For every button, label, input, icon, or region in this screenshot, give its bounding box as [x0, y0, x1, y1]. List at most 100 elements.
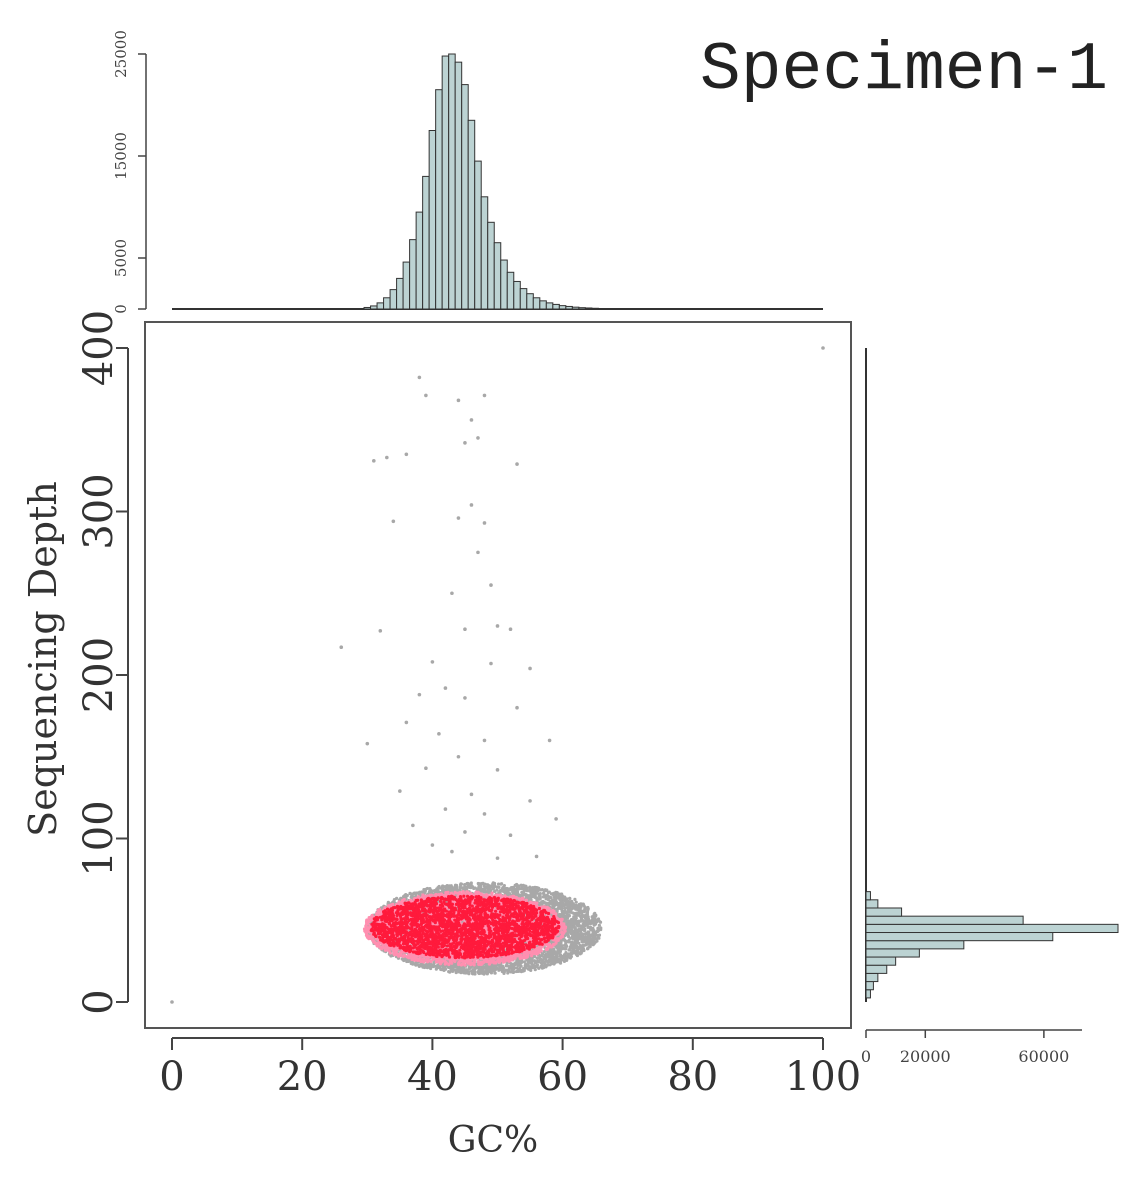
scatter-point — [547, 890, 551, 894]
scatter-point — [482, 972, 486, 976]
scatter-point — [528, 799, 532, 803]
scatter-point — [469, 883, 473, 887]
scatter-point — [568, 907, 572, 911]
scatter-point — [538, 891, 542, 896]
scatter-point — [548, 963, 552, 967]
scatter-point — [436, 886, 440, 890]
top-hist-bar — [474, 160, 482, 310]
scatter-point — [408, 892, 412, 896]
scatter-point — [437, 732, 441, 736]
scatter-point — [495, 768, 500, 772]
scatter-point — [573, 950, 577, 954]
scatter-point — [473, 970, 477, 974]
scatter-point — [597, 933, 602, 937]
scatter-point — [463, 830, 467, 834]
scatter-point — [522, 966, 526, 971]
scatter-point — [462, 886, 467, 890]
top-hist-bar — [363, 306, 372, 310]
scatter-point — [559, 900, 563, 904]
scatter-point — [530, 960, 534, 964]
scatter-point — [542, 900, 547, 905]
scatter-point — [498, 965, 502, 970]
scatter-point — [556, 903, 560, 907]
scatter-point — [489, 971, 494, 975]
scatter-point — [485, 971, 490, 975]
scatter-point — [559, 941, 563, 945]
top-hist-bar — [539, 300, 547, 310]
scatter-point — [489, 583, 493, 587]
scatter-point — [482, 393, 487, 398]
scatter-point — [564, 951, 568, 955]
scatter-point — [555, 908, 559, 912]
scatter-point — [560, 958, 564, 962]
scatter-point — [569, 923, 573, 927]
scatter-point — [578, 932, 582, 936]
scatter-point — [535, 960, 539, 964]
scatter-point — [463, 627, 467, 632]
scatter-series — [170, 346, 825, 1004]
top-hist-bar — [565, 305, 573, 310]
scatter-point — [417, 692, 422, 697]
scatter-point — [555, 951, 559, 955]
scatter-point — [404, 452, 409, 457]
scatter-point — [434, 967, 438, 971]
scatter-point — [585, 912, 589, 917]
scatter-point — [476, 881, 480, 886]
scatter-point — [489, 661, 493, 666]
top-hist-bar — [526, 293, 534, 310]
scatter-point — [562, 959, 567, 963]
scatter-point — [523, 888, 527, 892]
top-hist-tick-label: 5000 — [112, 239, 130, 277]
scatter-point — [526, 960, 530, 964]
scatter-point — [551, 904, 555, 908]
scatter-point — [568, 896, 572, 901]
scatter-point — [467, 885, 472, 889]
scatter-point — [528, 893, 532, 898]
scatter-point — [528, 666, 532, 671]
scatter-point — [575, 929, 579, 933]
top-hist-bar — [571, 306, 580, 310]
top-hist-bar — [409, 239, 417, 310]
scatter-point — [526, 964, 530, 968]
scatter-point — [552, 899, 556, 903]
scatter-point — [453, 885, 457, 889]
scatter-point — [576, 911, 580, 916]
scatter-point — [443, 686, 448, 690]
scatter-point — [478, 887, 482, 891]
top-hist-bar — [519, 288, 528, 310]
scatter-point — [463, 696, 467, 700]
scatter-point — [424, 393, 428, 398]
x-tick-label: 0 — [159, 1054, 184, 1100]
scatter-point — [501, 966, 506, 970]
scatter-point — [542, 949, 546, 954]
scatter-point — [439, 967, 444, 972]
scatter-point — [570, 911, 575, 915]
top-hist-bar — [584, 307, 593, 310]
top-hist-bar — [454, 61, 463, 310]
scatter-point — [540, 961, 545, 965]
scatter-point — [481, 881, 485, 885]
scatter-point — [597, 923, 601, 927]
scatter-point — [535, 896, 539, 900]
scatter-point — [568, 930, 572, 934]
scatter-point — [449, 884, 453, 888]
scatter-point — [472, 886, 476, 891]
scatter-point — [539, 957, 543, 961]
scatter-point — [454, 963, 458, 967]
top-hist-bar — [402, 261, 411, 310]
scatter-point — [577, 919, 581, 923]
scatter-point — [578, 945, 582, 949]
scatter-point — [483, 887, 487, 891]
scatter-point — [582, 924, 586, 929]
scatter-point — [554, 900, 558, 904]
x-tick-label: 80 — [667, 1054, 718, 1100]
scatter-point — [429, 890, 434, 894]
scatter-point — [589, 920, 593, 924]
scatter-point — [401, 894, 406, 899]
scatter-point — [488, 965, 493, 969]
scatter-point — [486, 883, 490, 887]
scatter-point — [523, 964, 527, 968]
scatter-point — [372, 459, 376, 463]
scatter-point — [594, 937, 598, 941]
